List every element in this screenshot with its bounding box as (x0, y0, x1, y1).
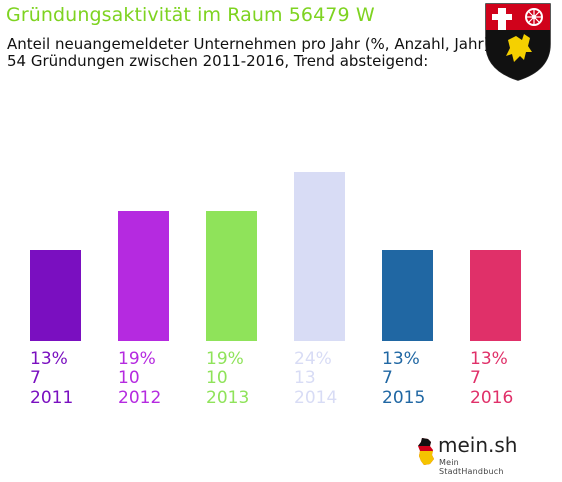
page-title: Gründungsaktivität im Raum 56479 W (6, 4, 375, 26)
percent-label-2015: 13% (382, 349, 420, 369)
year-label-2012: 2012 (118, 388, 161, 408)
coat-of-arms-icon (485, 3, 551, 81)
germany-map-icon (418, 438, 434, 465)
bar-2011 (30, 250, 81, 341)
percent-label-2013: 19% (206, 349, 244, 369)
bar-2012 (118, 211, 169, 341)
percent-label-2012: 19% (118, 349, 156, 369)
count-label-2015: 7 (382, 368, 393, 388)
year-label-2014: 2014 (294, 388, 337, 408)
count-label-2014: 13 (294, 368, 316, 388)
subtitle-line-1: Anteil neuangemeldeter Unternehmen pro J… (7, 35, 490, 53)
year-label-2013: 2013 (206, 388, 249, 408)
count-label-2012: 10 (118, 368, 140, 388)
count-label-2011: 7 (30, 368, 41, 388)
bar-2014 (294, 172, 345, 341)
year-label-2011: 2011 (30, 388, 73, 408)
percent-label-2016: 13% (470, 349, 508, 369)
bar-2013 (206, 211, 257, 341)
logo-text: mein.sh (438, 433, 518, 457)
year-label-2015: 2015 (382, 388, 425, 408)
logo-subtitle: Mein StadtHandbuch (439, 458, 504, 476)
count-label-2016: 7 (470, 368, 481, 388)
percent-label-2011: 13% (30, 349, 68, 369)
percent-label-2014: 24% (294, 349, 332, 369)
year-label-2016: 2016 (470, 388, 513, 408)
bar-2016 (470, 250, 521, 341)
mein-sh-logo[interactable]: mein.sh Mein StadtHandbuch (414, 432, 526, 476)
subtitle-line-2: 54 Gründungen zwischen 2011-2016, Trend … (7, 52, 429, 70)
bar-2015 (382, 250, 433, 341)
count-label-2013: 10 (206, 368, 228, 388)
chart-subtitle: Anteil neuangemeldeter Unternehmen pro J… (7, 36, 490, 70)
